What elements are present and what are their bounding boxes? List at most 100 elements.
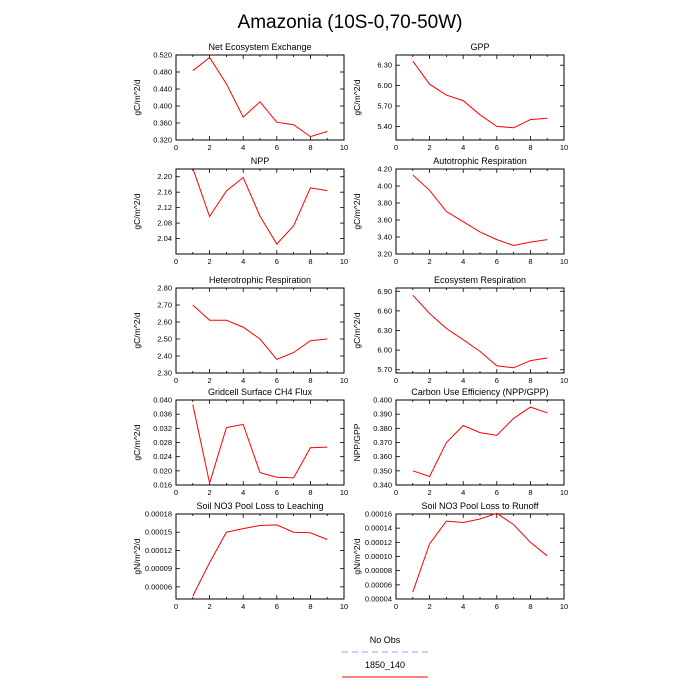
x-tick-label: 4 xyxy=(241,257,245,266)
x-tick-label: 2 xyxy=(428,376,432,385)
y-tick-label: 0.00012 xyxy=(145,546,172,555)
y-tick-label: 0.340 xyxy=(373,481,392,490)
x-tick-label: 6 xyxy=(275,143,279,152)
y-tick-label: 6.00 xyxy=(377,346,392,355)
y-tick-label: 0.040 xyxy=(153,396,172,405)
y-tick-label: 5.40 xyxy=(377,122,392,131)
y-tick-label: 5.70 xyxy=(377,102,392,111)
y-tick-label: 0.00018 xyxy=(145,510,172,519)
y-tick-label: 6.90 xyxy=(377,287,392,296)
plot-frame xyxy=(395,287,565,374)
x-tick-label: 2 xyxy=(428,143,432,152)
y-tick-label: 2.04 xyxy=(157,234,172,243)
x-tick-label: 10 xyxy=(340,257,348,266)
y-axis-label: gN/m^2/d xyxy=(132,538,142,574)
plot-frame xyxy=(175,513,345,600)
x-tick-label: 4 xyxy=(461,488,465,497)
y-tick-label: 5.70 xyxy=(377,365,392,374)
panel-7: Gridcell Surface CH4 Flux gC/m^2/d 0 2 4 6 8 10… xyxy=(132,387,348,497)
y-axis-label: gC/m^2/d xyxy=(352,312,362,348)
y-axis-label: gC/m^2/d xyxy=(352,193,362,229)
y-tick-label: 6.30 xyxy=(377,61,392,70)
plot-frame xyxy=(175,168,345,255)
y-axis-label: gC/m^2/d xyxy=(132,193,142,229)
x-tick-label: 0 xyxy=(394,257,398,266)
x-tick-label: 4 xyxy=(241,376,245,385)
y-tick-label: 4.00 xyxy=(377,182,392,191)
y-tick-label: 6.30 xyxy=(377,326,392,335)
series-line xyxy=(192,524,328,597)
x-tick-label: 6 xyxy=(275,602,279,611)
series-line xyxy=(192,56,328,138)
x-tick-label: 10 xyxy=(560,602,568,611)
panel-2: GPP gC/m^2/d 0 2 4 6 8 10 5.40 5.70 6.00 6.30 xyxy=(352,42,568,152)
x-tick-label: 2 xyxy=(208,143,212,152)
y-tick-label: 0.024 xyxy=(153,452,172,461)
y-tick-label: 0.00004 xyxy=(365,595,392,604)
y-tick-label: 3.20 xyxy=(377,250,392,259)
y-tick-label: 2.40 xyxy=(157,352,172,361)
panel-title: Net Ecosystem Exchange xyxy=(208,42,311,52)
y-tick-label: 0.00009 xyxy=(145,564,172,573)
x-tick-label: 10 xyxy=(560,488,568,497)
x-tick-label: 6 xyxy=(495,602,499,611)
y-tick-label: 0.00012 xyxy=(365,538,392,547)
x-tick-label: 6 xyxy=(275,376,279,385)
panel-title: Ecosystem Respiration xyxy=(434,275,526,285)
y-tick-label: 0.370 xyxy=(373,438,392,447)
y-axis-label: gC/m^2/d xyxy=(132,424,142,460)
y-tick-label: 0.360 xyxy=(153,119,172,128)
x-tick-label: 6 xyxy=(495,376,499,385)
x-tick-label: 8 xyxy=(528,376,532,385)
y-tick-label: 0.00008 xyxy=(365,566,392,575)
x-tick-label: 0 xyxy=(174,376,178,385)
series-line xyxy=(412,294,548,369)
plot-frame xyxy=(395,399,565,486)
panel-title: GPP xyxy=(470,42,489,52)
y-tick-label: 0.380 xyxy=(373,424,392,433)
y-tick-label: 6.00 xyxy=(377,81,392,90)
panel-title: NPP xyxy=(251,156,270,166)
x-tick-label: 8 xyxy=(308,602,312,611)
x-tick-label: 10 xyxy=(340,376,348,385)
y-tick-label: 0.480 xyxy=(153,68,172,77)
x-tick-label: 0 xyxy=(174,257,178,266)
x-tick-label: 6 xyxy=(495,488,499,497)
y-tick-label: 0.00015 xyxy=(145,528,172,537)
y-tick-label: 6.60 xyxy=(377,306,392,315)
y-tick-label: 0.390 xyxy=(373,410,392,419)
x-tick-label: 0 xyxy=(174,488,178,497)
y-tick-label: 2.30 xyxy=(157,369,172,378)
y-axis-label: NPP/GPP xyxy=(352,423,362,461)
figure-title: Amazonia (10S-0,70-50W) xyxy=(238,12,463,33)
y-tick-label: 0.00010 xyxy=(365,552,392,561)
x-tick-label: 10 xyxy=(560,143,568,152)
x-tick-label: 2 xyxy=(208,257,212,266)
x-tick-label: 2 xyxy=(428,602,432,611)
panel-title: Soil NO3 Pool Loss to Runoff xyxy=(422,501,539,511)
y-tick-label: 2.70 xyxy=(157,301,172,310)
series-line xyxy=(412,174,548,247)
panel-9: Soil NO3 Pool Loss to Leaching gN/m^2/d 0 2… xyxy=(132,501,348,611)
panel-3: NPP gC/m^2/d 0 2 4 6 8 10 2.04 2.08 2.12 2.16 2.20 xyxy=(132,156,348,266)
y-tick-label: 2.20 xyxy=(157,172,172,181)
y-tick-label: 0.036 xyxy=(153,410,172,419)
x-tick-label: 4 xyxy=(241,488,245,497)
x-tick-label: 4 xyxy=(241,602,245,611)
series-line xyxy=(192,404,328,484)
y-tick-label: 0.00016 xyxy=(365,510,392,519)
series-line xyxy=(412,406,548,478)
panel-title: Autotrophic Respiration xyxy=(433,156,527,166)
y-tick-label: 0.440 xyxy=(153,85,172,94)
x-tick-label: 8 xyxy=(528,602,532,611)
panel-grid: Net Ecosystem Exchange gC/m^2/d 0 2 4 6 8 10 0.3… xyxy=(132,42,568,611)
panel-4: Autotrophic Respiration gC/m^2/d 0 2 4 6 8 10 3.… xyxy=(352,156,568,266)
panel-1: Net Ecosystem Exchange gC/m^2/d 0 2 4 6 8 10 0.3… xyxy=(132,42,348,152)
legend-label: No Obs xyxy=(370,635,401,645)
panel-6: Ecosystem Respiration gC/m^2/d 0 2 4 6 8 10 5.70… xyxy=(352,275,568,385)
panel-title: Soil NO3 Pool Loss to Leaching xyxy=(196,501,323,511)
x-tick-label: 10 xyxy=(340,143,348,152)
x-tick-label: 10 xyxy=(560,376,568,385)
plot-frame xyxy=(175,54,345,141)
x-tick-label: 10 xyxy=(340,488,348,497)
